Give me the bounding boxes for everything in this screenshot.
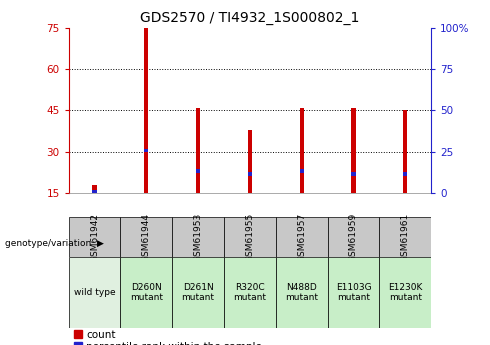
- Text: E1103G
mutant: E1103G mutant: [336, 283, 371, 302]
- Bar: [196, 108, 200, 193]
- FancyBboxPatch shape: [121, 217, 172, 257]
- Text: D261N
mutant: D261N mutant: [182, 283, 215, 302]
- Text: GSM61961: GSM61961: [401, 213, 410, 262]
- Bar: [403, 172, 407, 176]
- FancyBboxPatch shape: [224, 257, 276, 328]
- Text: GSM61959: GSM61959: [349, 213, 358, 262]
- Legend: count, percentile rank within the sample: count, percentile rank within the sample: [74, 329, 262, 345]
- Text: GSM61942: GSM61942: [90, 213, 99, 262]
- Text: E1230K
mutant: E1230K mutant: [388, 283, 422, 302]
- Bar: [144, 149, 148, 152]
- Text: N488D
mutant: N488D mutant: [285, 283, 318, 302]
- Bar: [248, 172, 252, 176]
- Text: D260N
mutant: D260N mutant: [130, 283, 163, 302]
- Bar: [351, 108, 356, 193]
- FancyBboxPatch shape: [379, 257, 431, 328]
- FancyBboxPatch shape: [276, 257, 328, 328]
- FancyBboxPatch shape: [276, 217, 328, 257]
- Bar: [93, 185, 97, 193]
- FancyBboxPatch shape: [172, 257, 224, 328]
- Title: GDS2570 / TI4932_1S000802_1: GDS2570 / TI4932_1S000802_1: [140, 11, 360, 25]
- FancyBboxPatch shape: [224, 217, 276, 257]
- Bar: [93, 190, 97, 194]
- Bar: [248, 130, 252, 193]
- Bar: [403, 110, 407, 193]
- FancyBboxPatch shape: [328, 257, 379, 328]
- Bar: [196, 169, 200, 173]
- Text: genotype/variation  ▶: genotype/variation ▶: [5, 239, 104, 248]
- FancyBboxPatch shape: [69, 217, 121, 257]
- FancyBboxPatch shape: [69, 257, 121, 328]
- Text: GSM61944: GSM61944: [142, 213, 151, 262]
- FancyBboxPatch shape: [379, 217, 431, 257]
- FancyBboxPatch shape: [172, 217, 224, 257]
- Text: R320C
mutant: R320C mutant: [233, 283, 267, 302]
- Text: GSM61957: GSM61957: [297, 213, 306, 262]
- Text: GSM61955: GSM61955: [245, 213, 254, 262]
- FancyBboxPatch shape: [328, 217, 379, 257]
- FancyBboxPatch shape: [121, 257, 172, 328]
- Text: GSM61953: GSM61953: [194, 213, 202, 262]
- Bar: [351, 172, 356, 176]
- Bar: [299, 169, 304, 173]
- Text: wild type: wild type: [74, 288, 115, 297]
- Bar: [299, 108, 304, 193]
- Bar: [144, 28, 148, 193]
